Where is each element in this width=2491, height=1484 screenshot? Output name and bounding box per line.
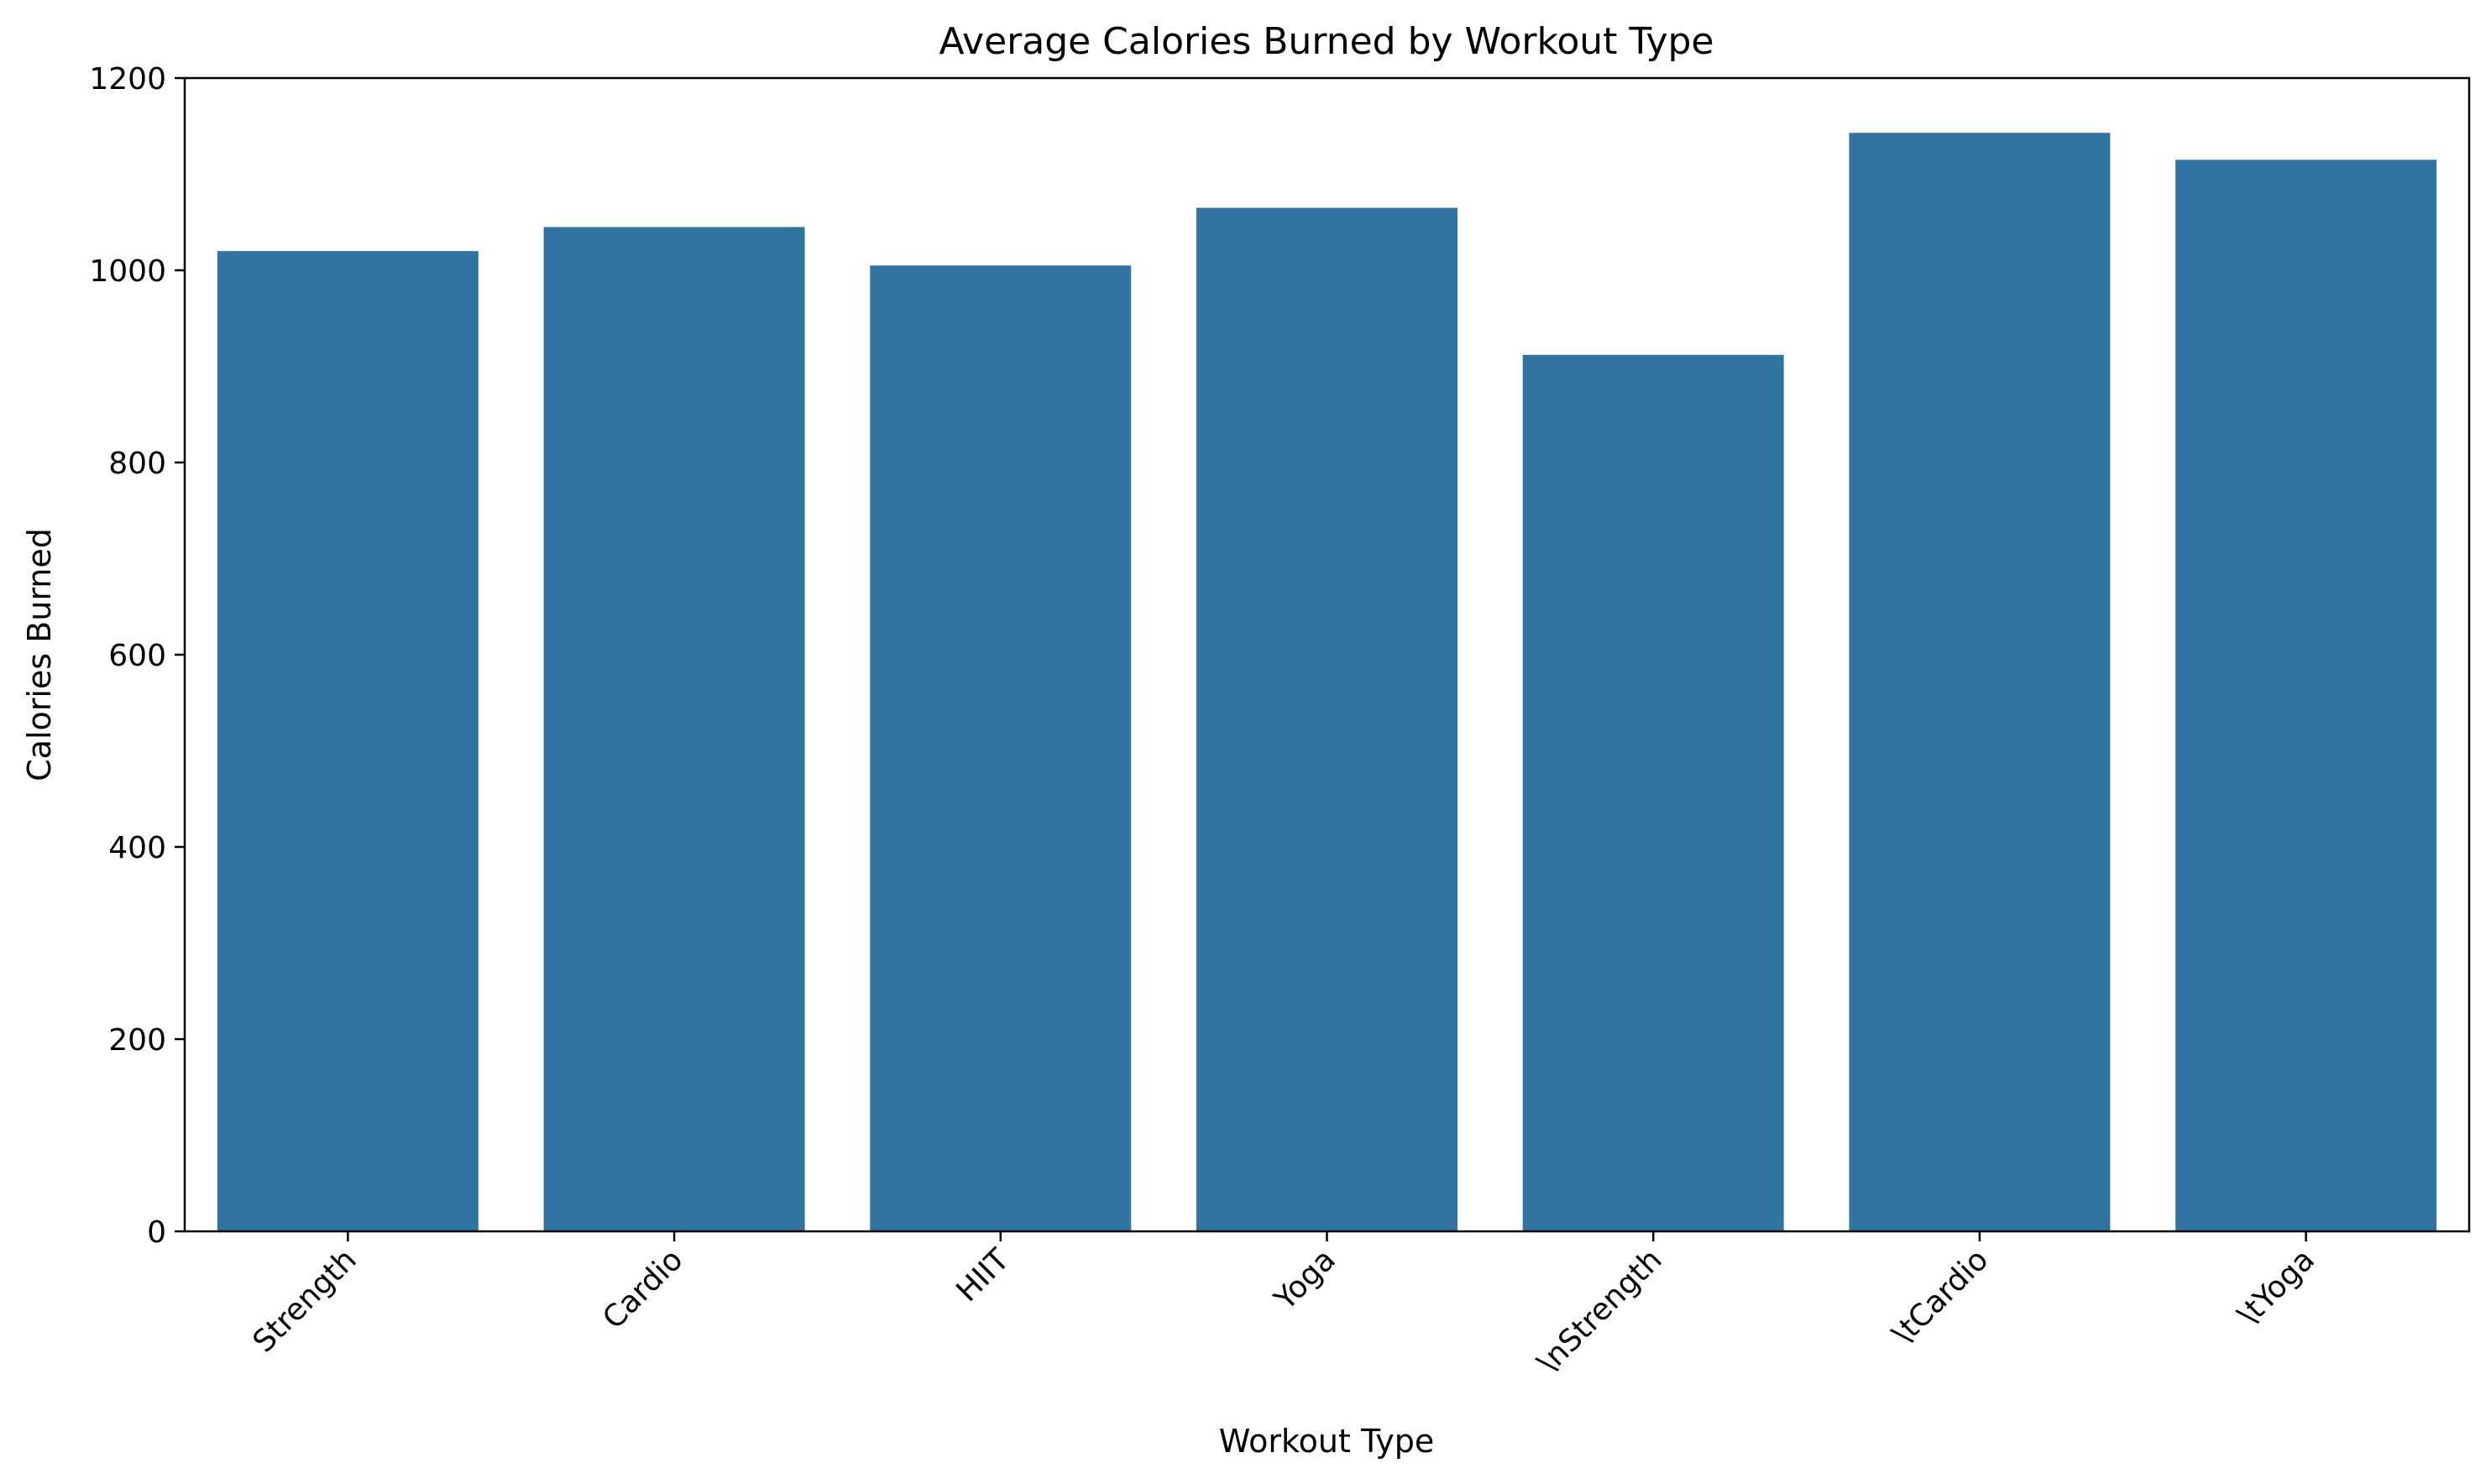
bars-group xyxy=(217,133,2437,1232)
plot-frame xyxy=(183,76,2471,1233)
y-tick-label: 1200 xyxy=(89,62,166,97)
x-tick-label: HIIT xyxy=(950,1242,1016,1309)
x-tick-label: \tYoga xyxy=(2232,1242,2321,1332)
x-tick-label: Strength xyxy=(247,1242,364,1359)
chart-title: Average Calories Burned by Workout Type xyxy=(939,20,1714,63)
y-tick-label: 1000 xyxy=(89,254,166,289)
y-axis: 0 200 400 600 800 1000 1200 xyxy=(89,62,185,1250)
x-tick-label: Yoga xyxy=(1268,1242,1342,1317)
y-tick-label: 0 xyxy=(147,1215,166,1250)
y-tick-label: 800 xyxy=(108,447,166,481)
y-tick-label: 400 xyxy=(108,831,166,865)
y-tick-label: 600 xyxy=(108,639,166,673)
bar xyxy=(2175,159,2437,1232)
y-axis-label: Calories Burned xyxy=(21,528,58,781)
bar xyxy=(870,265,1132,1231)
y-tick-label: 200 xyxy=(108,1023,166,1058)
bar xyxy=(217,251,479,1232)
x-axis-label: Workout Type xyxy=(1219,1423,1434,1460)
bar xyxy=(1196,207,1457,1232)
x-tick-label: \tCardio xyxy=(1887,1242,1996,1351)
bar xyxy=(543,227,805,1232)
x-tick-label: Cardio xyxy=(596,1242,689,1335)
bar xyxy=(1849,133,2111,1231)
bar xyxy=(1522,354,1784,1231)
x-axis: Strength Cardio HIIT Yoga \nStrength \tCardio… xyxy=(247,1231,2321,1380)
x-tick-label: \nStrength xyxy=(1531,1242,1669,1380)
